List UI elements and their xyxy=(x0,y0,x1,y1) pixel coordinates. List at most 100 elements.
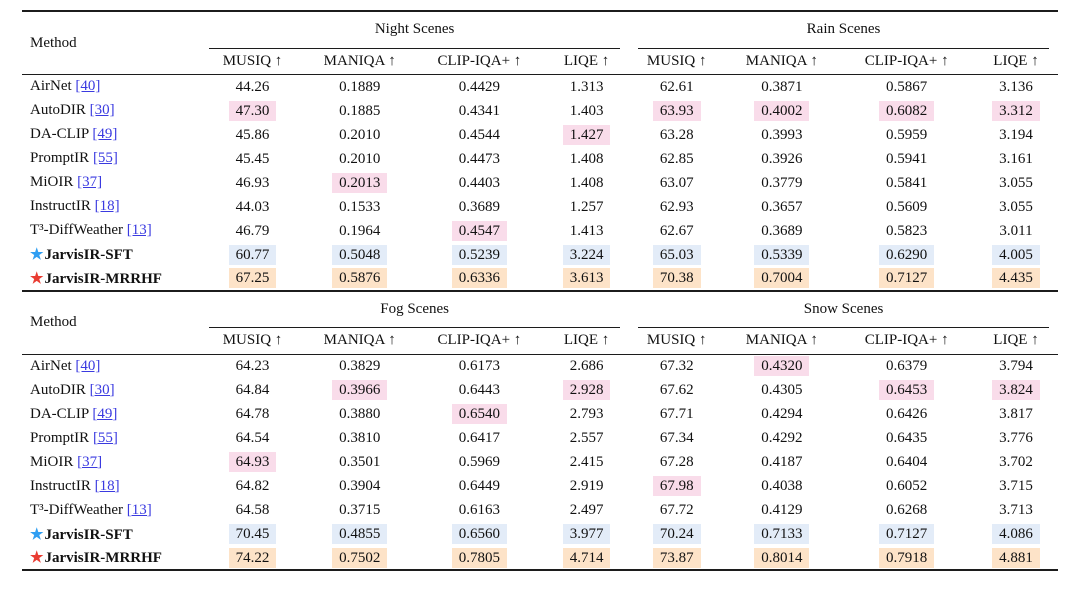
method-name: DA-CLIP xyxy=(30,126,89,142)
metric-value-cell: 2.928 xyxy=(544,378,629,402)
metric-value-cell: 3.702 xyxy=(974,450,1058,474)
metric-value: 0.3926 xyxy=(761,150,803,167)
table-row: AutoDIR [30] 47.30 0.1885 0.4341 1.403 63.93 0… xyxy=(22,99,1058,123)
metric-value-highlighted: 0.6453 xyxy=(879,380,935,400)
citation-link[interactable]: [37] xyxy=(77,174,103,190)
metric-value-cell: 0.1533 xyxy=(305,195,415,219)
citation-link[interactable]: [18] xyxy=(94,198,120,214)
metric-value-cell: 0.8014 xyxy=(724,546,839,570)
metric-value-cell: 65.03 xyxy=(629,243,724,267)
metric-value-highlighted: 0.2013 xyxy=(332,172,388,193)
metric-value: 62.85 xyxy=(659,150,694,167)
metric-value-cell: 0.6379 xyxy=(839,354,974,378)
metric-value: 1.408 xyxy=(569,150,604,167)
metric-value-highlighted: 2.928 xyxy=(562,380,611,400)
metric-value: 67.32 xyxy=(659,358,694,375)
metric-value-cell: 0.6417 xyxy=(415,426,545,450)
citation-link[interactable]: [49] xyxy=(92,126,118,142)
metric-value: 0.6173 xyxy=(458,358,500,375)
metric-value-cell: 63.28 xyxy=(629,123,724,147)
metric-value: 0.6404 xyxy=(886,454,928,470)
metric-value-cell: 64.58 xyxy=(200,498,305,522)
metric-value-highlighted: 4.005 xyxy=(992,244,1040,265)
metric-value-highlighted: 0.7805 xyxy=(451,547,507,568)
metric-value-cell: 1.427 xyxy=(544,123,629,147)
metric-value-cell: 4.005 xyxy=(974,243,1058,267)
metric-value-cell: 0.3501 xyxy=(305,450,415,474)
citation-link[interactable]: [18] xyxy=(94,477,120,494)
metric-value-cell: 0.5876 xyxy=(305,267,415,291)
column-header-maniqa: MANIQA ↑ xyxy=(724,48,840,75)
metric-value-cell: 3.224 xyxy=(544,243,629,267)
metric-value-cell: 0.7805 xyxy=(415,546,545,570)
table-row: ★JarvisIR-MRRHF 74.22 0.7502 0.7805 4.714 73.… xyxy=(22,546,1058,570)
metric-value-cell: 0.4305 xyxy=(724,378,839,402)
metric-value-cell: 0.1964 xyxy=(305,219,415,243)
metric-value-cell: 0.4855 xyxy=(305,522,415,546)
metric-value: 3.161 xyxy=(999,150,1033,167)
metric-value-cell: 0.7127 xyxy=(839,522,974,546)
metric-value-cell: 67.71 xyxy=(629,402,724,426)
metric-value-cell: 1.408 xyxy=(544,147,629,171)
citation-link[interactable]: [37] xyxy=(77,453,103,470)
metric-value: 67.71 xyxy=(659,406,694,422)
metric-value: 2.919 xyxy=(569,478,604,494)
metric-value-cell: 0.7918 xyxy=(839,546,974,570)
metric-value: 64.23 xyxy=(235,358,270,375)
metric-value-cell: 0.6052 xyxy=(839,474,974,498)
metric-value-cell: 0.4473 xyxy=(415,147,545,171)
citation-link[interactable]: [55] xyxy=(92,150,118,166)
metric-value: 0.3904 xyxy=(339,478,381,494)
method-name: PromptIR xyxy=(30,429,90,446)
metric-value-highlighted: 4.435 xyxy=(992,268,1040,288)
citation-link[interactable]: [13] xyxy=(126,501,152,518)
method-name: AirNet xyxy=(30,357,72,374)
metric-value-cell: 0.4341 xyxy=(415,99,545,123)
method-name: DA-CLIP xyxy=(30,405,89,422)
citation-link[interactable]: [13] xyxy=(126,222,152,238)
table-row: ★JarvisIR-SFT 70.45 0.4855 0.6560 3.977 70.24… xyxy=(22,522,1058,546)
metric-value: 0.1889 xyxy=(339,78,381,95)
citation-link[interactable]: [30] xyxy=(89,102,115,118)
column-header-maniqa: MANIQA ↑ xyxy=(724,327,840,355)
metric-value-cell: 0.6443 xyxy=(415,378,545,402)
metric-value-cell: 3.776 xyxy=(974,426,1058,450)
citation-link[interactable]: [49] xyxy=(92,405,118,422)
column-header-clip-iqa+: CLIP-IQA+ ↑ xyxy=(414,48,545,75)
metric-value: 0.6052 xyxy=(886,478,928,494)
metric-value-cell: 2.557 xyxy=(544,426,629,450)
metric-value: 0.5959 xyxy=(886,126,928,143)
metric-value-cell: 3.715 xyxy=(974,474,1058,498)
metric-value: 0.3993 xyxy=(761,126,803,143)
method-name: AutoDIR xyxy=(30,102,86,118)
metric-value: 3.794 xyxy=(999,358,1033,375)
method-name: PromptIR xyxy=(30,150,90,166)
column-header-liqe: LIQE ↑ xyxy=(544,48,630,75)
metric-value-highlighted: 0.5239 xyxy=(451,244,507,265)
metric-value-cell: 0.6560 xyxy=(415,522,545,546)
method-cell: DA-CLIP [49] xyxy=(22,123,200,147)
star-icon: ★ xyxy=(30,526,44,543)
citation-link[interactable]: [40] xyxy=(75,357,101,374)
metric-value: 3.776 xyxy=(999,430,1033,446)
method-cell: InstructIR [18] xyxy=(22,195,200,219)
metric-value-cell: 0.2010 xyxy=(305,147,415,171)
table-row: MiOIR [37] 46.93 0.2013 0.4403 1.408 63.07 0.3… xyxy=(22,171,1058,195)
metric-value-cell: 62.61 xyxy=(629,75,724,99)
metric-value-cell: 45.86 xyxy=(200,123,305,147)
metric-value: 63.07 xyxy=(659,174,694,191)
metric-value-highlighted: 65.03 xyxy=(652,244,701,265)
metric-value-highlighted: 0.7127 xyxy=(879,268,935,288)
metric-value-highlighted: 67.98 xyxy=(652,476,701,496)
citation-link[interactable]: [40] xyxy=(75,78,101,95)
citation-link[interactable]: [30] xyxy=(89,381,115,398)
metric-value: 0.6417 xyxy=(458,430,500,446)
metric-value-cell: 47.30 xyxy=(200,99,305,123)
metric-value-cell: 64.23 xyxy=(200,354,305,378)
citation-link[interactable]: [55] xyxy=(92,429,118,446)
metric-value: 1.413 xyxy=(569,222,604,239)
metric-value: 0.4544 xyxy=(458,126,500,143)
metric-value-cell: 0.4320 xyxy=(724,354,839,378)
metric-value-cell: 0.6173 xyxy=(415,354,545,378)
